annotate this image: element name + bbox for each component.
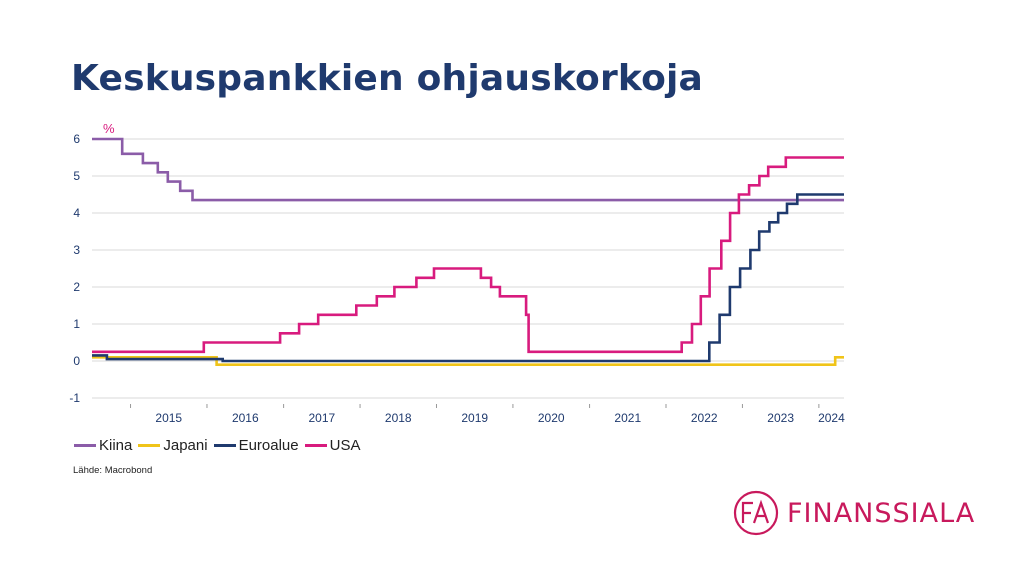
series-line-euroalue bbox=[92, 193, 844, 363]
legend-swatch-euroalue bbox=[213, 444, 236, 447]
x-tick-label: 2020 bbox=[538, 411, 565, 425]
x-tick-label: 2022 bbox=[691, 411, 718, 425]
x-tick-label: 2023 bbox=[767, 411, 794, 425]
x-tick-label: 2017 bbox=[308, 411, 335, 425]
finanssiala-logo: FINANSSIALA bbox=[733, 490, 975, 536]
chart-legend: Kiina Japani Euroalue USA bbox=[74, 437, 366, 454]
legend-swatch-kiina bbox=[74, 444, 96, 447]
y-tick-label: 2 bbox=[73, 280, 80, 294]
legend-item-usa: USA bbox=[304, 437, 361, 454]
legend-label-kiina: Kiina bbox=[99, 437, 133, 454]
legend-item-japani: Japani bbox=[138, 437, 208, 454]
logo-wordmark: FINANSSIALA bbox=[787, 497, 976, 529]
y-axis-unit-label: % bbox=[103, 121, 115, 136]
x-tick-label: 2016 bbox=[232, 411, 259, 425]
y-tick-label: 1 bbox=[73, 317, 80, 331]
finanssiala-fa-logo-icon bbox=[733, 490, 779, 536]
x-tick-label: 2021 bbox=[614, 411, 641, 425]
chart-series-lines bbox=[92, 137, 844, 366]
y-tick-label: 4 bbox=[73, 206, 80, 220]
y-tick-label: 0 bbox=[73, 354, 80, 368]
x-tick-label: 2015 bbox=[155, 411, 182, 425]
x-tick-label: 2018 bbox=[385, 411, 412, 425]
series-line-japani bbox=[92, 356, 844, 366]
legend-item-kiina: Kiina bbox=[74, 437, 132, 454]
series-line-kiina bbox=[92, 137, 844, 202]
rates-line-chart: % -1 0 1 2 3 4 5 6 2015 2016 2017 2018 2019 2020 2021… bbox=[69, 121, 845, 425]
legend-swatch-usa bbox=[304, 444, 327, 447]
legend-label-usa: USA bbox=[329, 437, 361, 454]
y-tick-label: -1 bbox=[69, 391, 80, 405]
legend-swatch-japani bbox=[138, 444, 161, 447]
y-tick-label: 6 bbox=[73, 132, 80, 146]
legend-item-euroalue: Euroalue bbox=[213, 437, 299, 454]
page-title: Keskuspankkien ohjauskorkoja bbox=[71, 58, 704, 99]
legend-label-euroalue: Euroalue bbox=[238, 437, 299, 454]
y-tick-label: 5 bbox=[73, 169, 80, 183]
chart-source-note: Lähde: Macrobond bbox=[73, 465, 153, 476]
x-axis-tick-labels: 2015 2016 2017 2018 2019 2020 2021 2022 2023 2024 bbox=[130, 404, 845, 425]
y-axis-tick-labels: -1 0 1 2 3 4 5 6 bbox=[69, 132, 80, 405]
x-tick-label: 2019 bbox=[461, 411, 488, 425]
legend-label-japani: Japani bbox=[163, 437, 208, 454]
x-tick-label: 2024 bbox=[818, 411, 845, 425]
y-tick-label: 3 bbox=[73, 243, 80, 257]
series-line-usa bbox=[92, 156, 844, 354]
